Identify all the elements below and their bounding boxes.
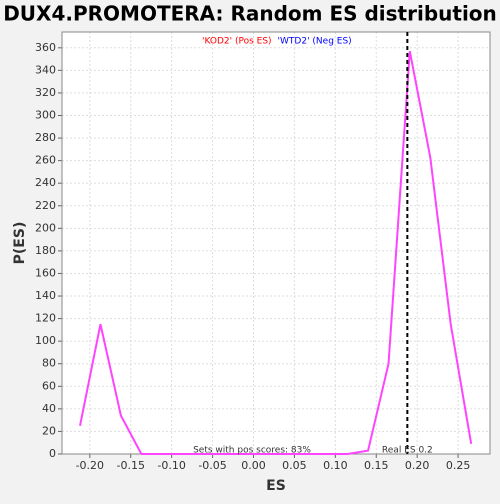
x-tick-label: -0.05 — [198, 459, 226, 472]
y-tick-label: 20 — [42, 424, 56, 437]
y-tick-label: 320 — [35, 86, 56, 99]
x-tick-label: -0.10 — [157, 459, 185, 472]
y-tick-label: 300 — [35, 108, 56, 121]
x-tick-label: 0.10 — [323, 459, 348, 472]
line — [79, 50, 473, 455]
plot-area — [62, 32, 490, 454]
y-tick-label: 360 — [35, 41, 56, 54]
x-tick-label: -0.15 — [117, 459, 145, 472]
y-tick-label: 140 — [35, 289, 56, 302]
legend-entry: 'WTD2' (Neg ES) — [278, 37, 352, 47]
y-tick-label: 340 — [35, 63, 56, 76]
x-tick-label: 0.15 — [364, 459, 389, 472]
y-tick-label: 220 — [35, 199, 56, 212]
pos-scores-label: Sets with pos scores: 83% — [193, 446, 311, 456]
x-tick-label: -0.20 — [76, 459, 104, 472]
y-tick-label: 40 — [42, 402, 56, 415]
y-tick-label: 180 — [35, 244, 56, 257]
y-tick-label: 80 — [42, 357, 56, 370]
y-tick-label: 260 — [35, 154, 56, 167]
y-tick-label: 100 — [35, 334, 56, 347]
y-tick-label: 60 — [42, 379, 56, 392]
y-tick-label: 120 — [35, 312, 56, 325]
x-tick-label: 0.00 — [241, 459, 266, 472]
y-axis-label: P(ES) — [12, 222, 28, 265]
x-tick-label: 0.25 — [446, 459, 471, 472]
y-tick-label: 240 — [35, 176, 56, 189]
y-tick-label: 280 — [35, 131, 56, 144]
y-tick-label: 200 — [35, 221, 56, 234]
y-tick-label: 160 — [35, 266, 56, 279]
y-tick-label: 0 — [49, 447, 56, 460]
chart-title: DUX4.PROMOTERA: Random ES distribution — [3, 2, 497, 26]
real-es-label: Real ES 0.2 — [382, 446, 433, 456]
x-axis-label: ES — [266, 478, 286, 494]
legend-entry: 'KOD2' (Pos ES) — [202, 37, 272, 47]
x-tick-label: 0.05 — [282, 459, 307, 472]
x-tick-label: 0.20 — [405, 459, 430, 472]
